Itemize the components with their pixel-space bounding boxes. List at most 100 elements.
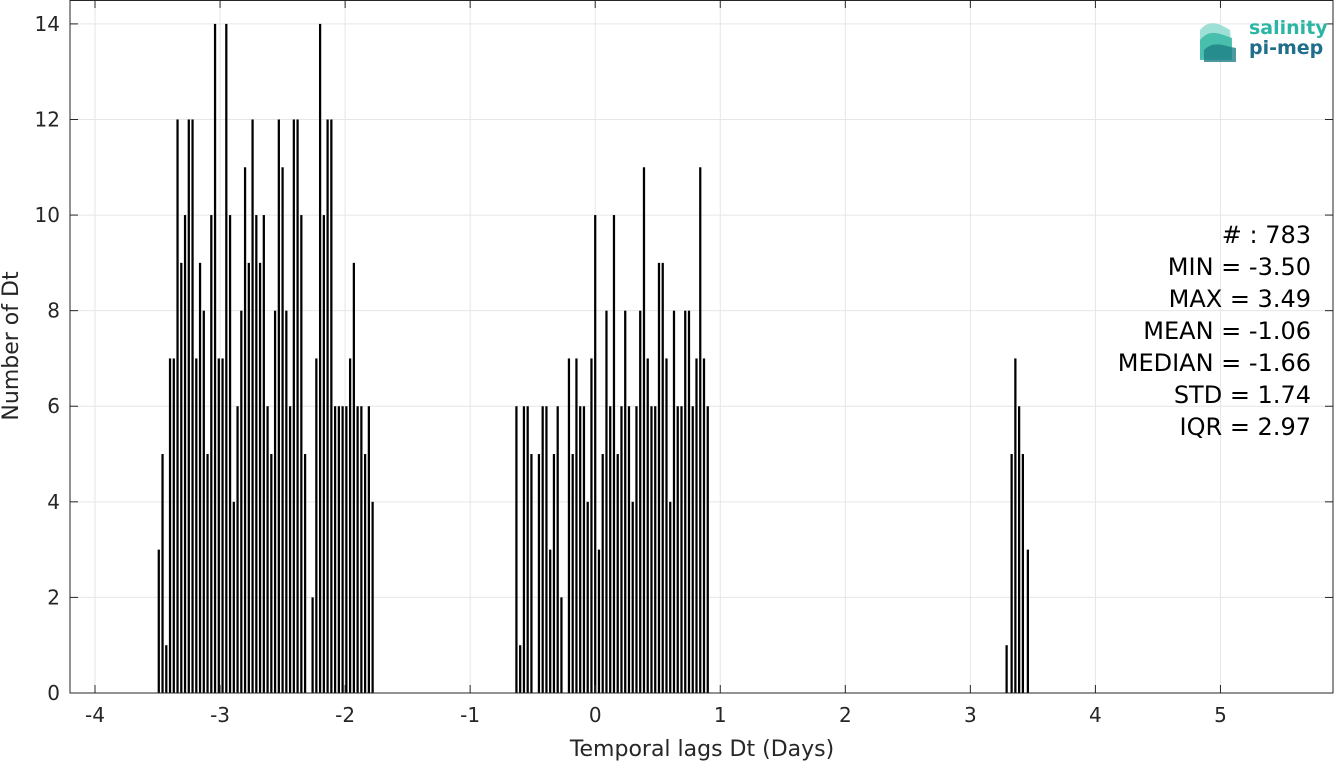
- histogram-bar: [191, 119, 194, 693]
- histogram-bar: [330, 119, 333, 693]
- histogram-bar: [549, 549, 552, 693]
- x-tick-label: 5: [1214, 703, 1227, 727]
- histogram-bar: [691, 406, 694, 693]
- histogram-bar: [356, 406, 359, 693]
- histogram-bar: [590, 358, 593, 693]
- y-tick-label: 14: [35, 12, 60, 36]
- histogram-bar: [247, 262, 250, 693]
- histogram-bar: [657, 262, 661, 693]
- histogram-bar: [612, 215, 616, 693]
- histogram-bar: [206, 454, 209, 693]
- histogram-bar: [251, 119, 254, 693]
- histogram-bar: [157, 549, 160, 693]
- histogram-bar: [348, 358, 352, 693]
- histogram-bar: [270, 454, 273, 693]
- histogram-bar: [661, 262, 664, 693]
- histogram-bar: [680, 406, 683, 693]
- x-tick-label: 2: [839, 703, 852, 727]
- histogram-bar: [187, 119, 190, 693]
- y-tick-label: 10: [35, 203, 60, 227]
- y-tick-label: 2: [47, 585, 60, 609]
- histogram-bar: [597, 549, 601, 693]
- y-tick-label: 0: [47, 681, 60, 705]
- histogram-bar: [262, 215, 265, 693]
- x-tick-label: -1: [460, 703, 480, 727]
- histogram-bar: [575, 358, 578, 693]
- histogram-bar: [579, 406, 582, 693]
- histogram-bar: [522, 406, 526, 693]
- histogram-bars: [157, 23, 1030, 694]
- y-tick-label: 12: [35, 107, 60, 131]
- histogram-bar: [240, 310, 243, 693]
- histogram-bar: [337, 406, 340, 693]
- histogram-bar: [687, 310, 691, 693]
- axes: [69, 0, 1334, 694]
- histogram-bar: [311, 597, 314, 693]
- histogram-bar: [631, 501, 634, 693]
- histogram-bar: [519, 645, 522, 693]
- histogram-bar: [168, 358, 172, 693]
- histogram-bar: [616, 454, 619, 693]
- histogram-bar: [1005, 645, 1008, 693]
- histogram-bar: [172, 358, 175, 693]
- histogram-bar: [556, 406, 559, 693]
- histogram-bar: [333, 406, 337, 693]
- stat-line: MAX = 3.49: [1169, 285, 1311, 313]
- histogram-bar: [1021, 454, 1025, 693]
- stat-line: # : 783: [1222, 221, 1311, 249]
- histogram-bar: [676, 406, 679, 693]
- y-tick-label: 8: [47, 299, 60, 323]
- histogram-bar: [601, 454, 604, 693]
- histogram-bar: [627, 406, 631, 693]
- histogram-bar: [1026, 549, 1030, 693]
- histogram-bar: [1010, 454, 1013, 693]
- histogram-bar: [318, 23, 322, 694]
- histogram-bar: [571, 454, 574, 693]
- histogram-bar: [526, 406, 529, 693]
- x-tick-label: -4: [85, 703, 105, 727]
- histogram-bar: [326, 119, 329, 693]
- histogram-bar: [702, 358, 706, 693]
- x-axis-label: Temporal lags Dt (Days): [569, 737, 834, 762]
- stat-line: MEAN = -1.06: [1143, 317, 1311, 345]
- histogram-bar: [292, 119, 295, 693]
- histogram-bar: [202, 310, 205, 693]
- histogram-bar: [221, 358, 224, 693]
- histogram-bar: [545, 406, 548, 693]
- histogram-bar: [665, 358, 668, 693]
- histogram-bar: [646, 358, 649, 693]
- histogram-bar: [654, 406, 657, 693]
- logo-line1: salinity: [1249, 17, 1328, 39]
- histogram-bar: [285, 310, 288, 693]
- histogram-bar: [228, 215, 232, 693]
- histogram-bar: [300, 215, 303, 693]
- histogram-bar: [367, 406, 370, 693]
- stats-annotation: # : 783 MIN = -3.50 MAX = 3.49 MEAN = -1.06…: [1118, 221, 1311, 441]
- histogram-bar: [183, 215, 187, 693]
- histogram-bar: [530, 454, 533, 693]
- histogram-bar: [217, 358, 220, 693]
- histogram-bar: [236, 406, 239, 693]
- y-tick-label: 6: [47, 394, 60, 418]
- histogram-bar: [699, 167, 702, 693]
- y-tick-label: 4: [47, 490, 60, 514]
- histogram-bar: [176, 119, 179, 693]
- histogram-bar: [552, 454, 556, 693]
- histogram-bar: [315, 358, 318, 693]
- x-tick-label: 0: [589, 703, 602, 727]
- histogram-bar: [198, 262, 202, 693]
- histogram-bar: [277, 119, 280, 693]
- stat-line: MEDIAN = -1.66: [1118, 349, 1311, 377]
- histogram-bar: [560, 597, 563, 693]
- histogram-bar: [567, 358, 571, 693]
- histogram-bar: [165, 645, 168, 693]
- plot-frame: [69, 0, 1334, 694]
- histogram-bar: [352, 262, 355, 693]
- histogram-bar: [303, 454, 307, 693]
- logo-line2: pi-mep: [1249, 37, 1323, 59]
- x-tick-labels: -4 -3 -2 -1 0 1 2 3 4 5: [85, 703, 1227, 727]
- histogram-bar: [255, 215, 258, 693]
- histogram-bar: [609, 406, 612, 693]
- histogram-bar: [341, 406, 344, 693]
